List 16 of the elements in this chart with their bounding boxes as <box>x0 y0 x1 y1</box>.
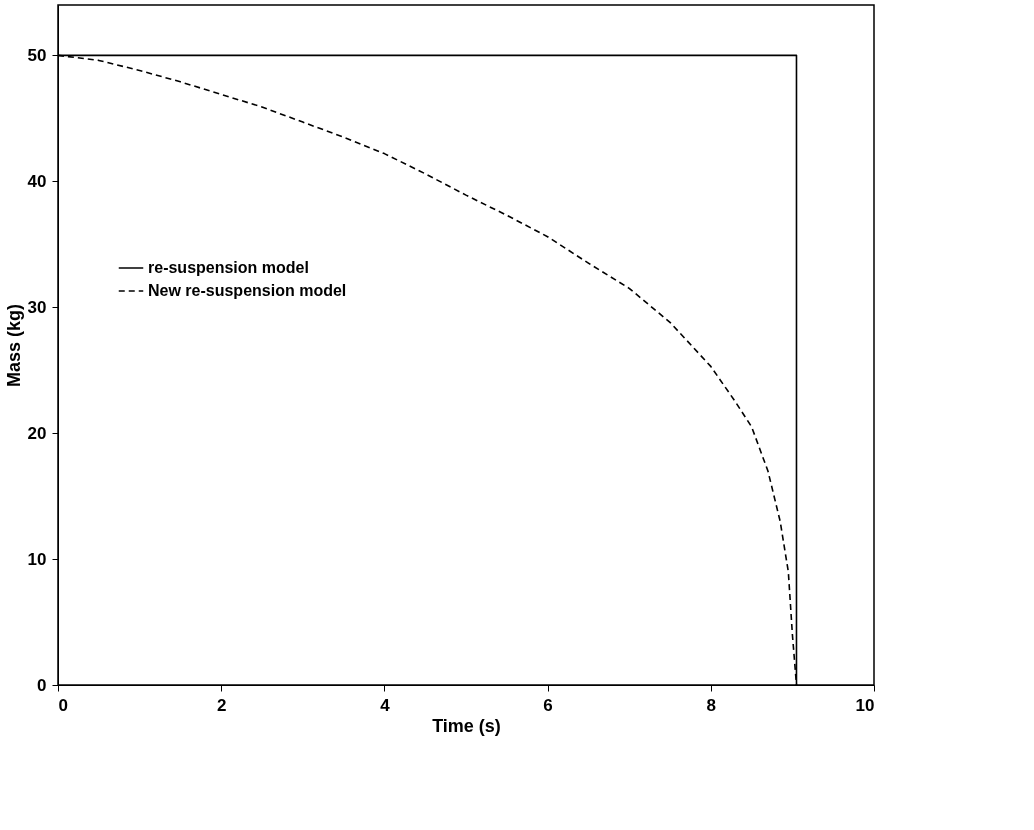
x-tick-label: 6 <box>543 695 553 715</box>
y-tick-label: 50 <box>27 45 47 65</box>
y-tick-label: 30 <box>27 297 47 317</box>
y-axis-title: Mass (kg) <box>3 303 24 388</box>
y-tick-label: 0 <box>37 675 47 695</box>
x-tick-label: 2 <box>216 695 227 715</box>
x-tick-label: 4 <box>380 695 391 715</box>
y-tick-label: 40 <box>27 171 47 191</box>
y-tick-label: 20 <box>27 423 47 443</box>
x-tick-label: 10 <box>855 695 875 715</box>
x-tick-label: 8 <box>706 695 717 715</box>
legend-label: re-suspension model <box>148 259 309 276</box>
legend-label: New re-suspension model <box>148 282 347 299</box>
x-tick-label: 0 <box>58 695 68 715</box>
y-tick-label: 10 <box>27 549 47 569</box>
x-axis-title: Time (s) <box>432 715 501 736</box>
